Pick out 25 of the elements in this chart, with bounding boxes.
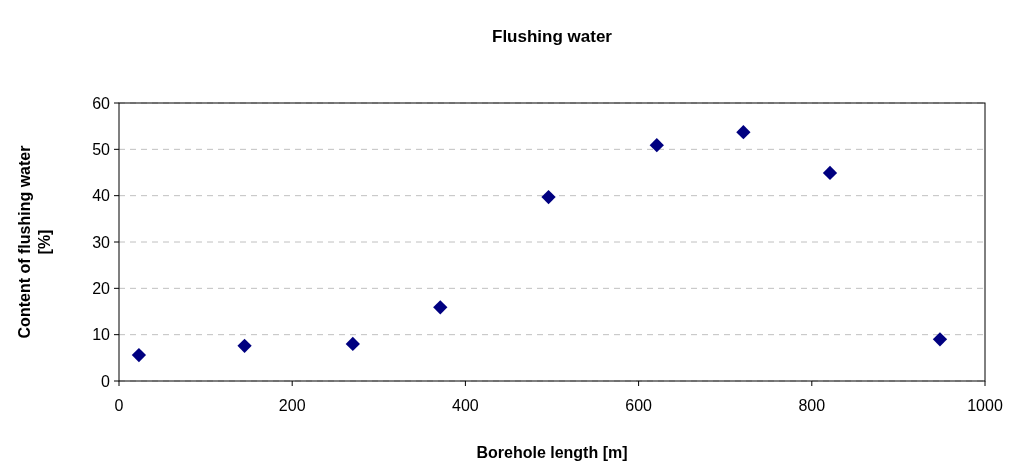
y-tick-label: 40 bbox=[92, 187, 111, 205]
point bbox=[932, 332, 948, 347]
y-tick-label: 60 bbox=[92, 94, 111, 112]
point bbox=[541, 189, 556, 205]
point bbox=[237, 338, 252, 353]
y-tick-label: 20 bbox=[92, 279, 111, 297]
x-tick-label: 0 bbox=[114, 397, 124, 414]
x-axis-title: Borehole length [m] bbox=[476, 444, 628, 461]
point bbox=[345, 336, 360, 352]
x-tick-label: 1000 bbox=[967, 397, 1003, 414]
x-tick-label: 200 bbox=[278, 397, 306, 414]
y-tick-label: 30 bbox=[92, 233, 111, 251]
chart-title: Flushing water bbox=[492, 27, 613, 46]
point bbox=[433, 300, 448, 315]
x-tick-label: 800 bbox=[798, 397, 826, 414]
point bbox=[131, 347, 147, 363]
point bbox=[822, 165, 838, 181]
point bbox=[649, 138, 664, 153]
y-axis-title: Content of flushing water [%] bbox=[16, 145, 53, 339]
point bbox=[736, 125, 751, 140]
x-tick-label: 600 bbox=[625, 397, 653, 414]
y-tick-label: 0 bbox=[101, 372, 111, 390]
y-tick-label: 50 bbox=[92, 140, 111, 158]
y-tick-label: 10 bbox=[92, 326, 111, 344]
x-tick-label: 400 bbox=[452, 397, 479, 414]
